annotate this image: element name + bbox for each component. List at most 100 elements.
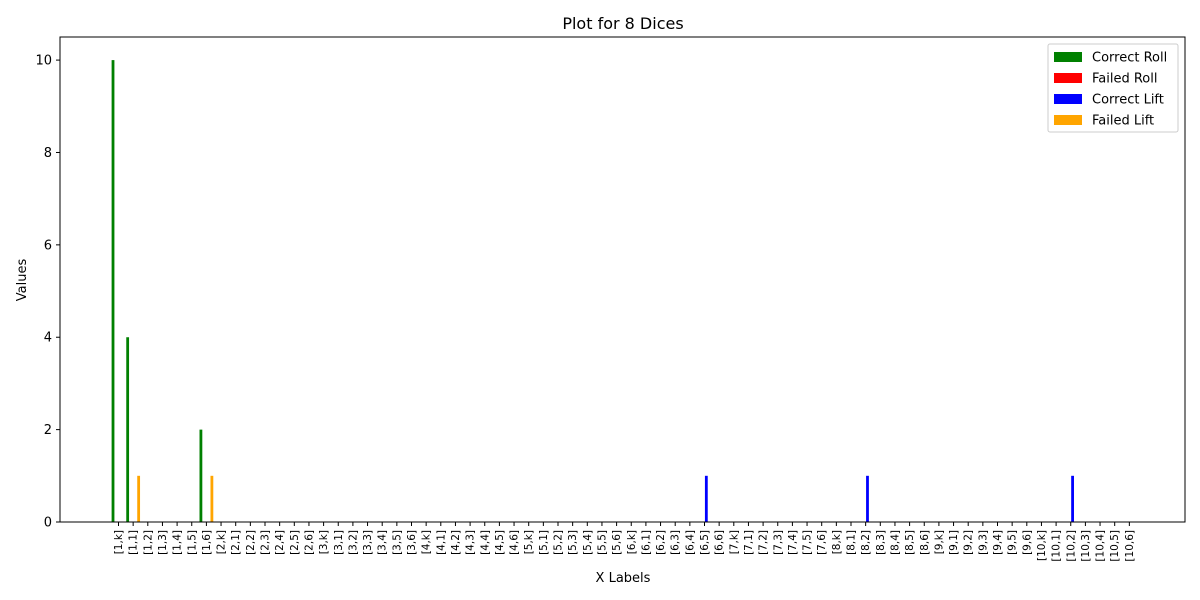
x-tick-label: [1,1] bbox=[128, 530, 140, 555]
x-tick-label: [8,k] bbox=[831, 530, 843, 554]
x-tick-label: [7,1] bbox=[743, 530, 755, 555]
x-tick-label: [10,k] bbox=[1036, 530, 1048, 561]
bar-correct-lift bbox=[866, 475, 869, 522]
x-axis-title: X Labels bbox=[596, 571, 651, 586]
x-tick-label: [8,1] bbox=[846, 530, 858, 555]
x-tick-label: [10,4] bbox=[1095, 530, 1107, 562]
x-tick-label: [4,2] bbox=[450, 530, 462, 555]
x-tick-label: [8,5] bbox=[904, 530, 916, 555]
x-tick-label: [3,3] bbox=[362, 530, 374, 555]
legend-swatch bbox=[1054, 115, 1082, 125]
y-tick-label: 8 bbox=[44, 146, 52, 161]
x-tick-label: [3,4] bbox=[377, 530, 389, 555]
legend-swatch bbox=[1054, 73, 1082, 83]
x-tick-label: [8,6] bbox=[919, 530, 931, 555]
x-tick-label: [6,2] bbox=[655, 530, 667, 555]
x-tick-label: [1,4] bbox=[172, 530, 184, 555]
x-tick-label: [7,4] bbox=[787, 530, 799, 555]
x-tick-label: [4,3] bbox=[465, 530, 477, 555]
plot-area: 0 2 4 6 8 10 [1,k] [1,1] [1,2] [1,3] [1,4] [1,5] [1,… bbox=[35, 54, 1135, 562]
y-tick-label: 6 bbox=[44, 238, 52, 253]
x-tick-label: [5,1] bbox=[538, 530, 550, 555]
x-tick-label: [4,5] bbox=[494, 530, 506, 555]
legend-label: Correct Roll bbox=[1092, 51, 1167, 66]
x-tick-label: [7,6] bbox=[816, 530, 828, 555]
legend-label: Correct Lift bbox=[1092, 93, 1164, 108]
x-tick-label: [1,2] bbox=[142, 530, 154, 555]
x-tick-label: [1,6] bbox=[201, 530, 213, 555]
legend-swatch bbox=[1054, 52, 1082, 62]
x-tick-label: [5,4] bbox=[582, 530, 594, 555]
chart-title: Plot for 8 Dices bbox=[562, 14, 683, 33]
legend-label: Failed Roll bbox=[1092, 72, 1157, 87]
bar-correct-lift bbox=[1071, 475, 1074, 522]
x-tick-label: [9,2] bbox=[963, 530, 975, 555]
bar-failed-lift bbox=[137, 475, 141, 522]
x-tick-label: [9,5] bbox=[1007, 530, 1019, 555]
x-tick-label: [6,4] bbox=[684, 530, 696, 555]
x-tick-label: [2,k] bbox=[216, 530, 228, 554]
x-tick-label: [5,5] bbox=[596, 530, 608, 555]
plot-frame bbox=[59, 36, 1186, 523]
x-tick-label: [5,2] bbox=[553, 530, 565, 555]
x-tick-label: [4,k] bbox=[421, 530, 433, 554]
x-tick-label: [6,5] bbox=[699, 530, 711, 555]
x-tick-label: [5,6] bbox=[611, 530, 623, 555]
x-tick-label: [2,5] bbox=[289, 530, 301, 555]
y-axis-title: Values bbox=[15, 259, 30, 302]
x-tick-label: [8,3] bbox=[875, 530, 887, 555]
x-tick-label: [6,1] bbox=[640, 530, 652, 555]
x-tick-label: [7,2] bbox=[758, 530, 770, 555]
x-tick-label: [1,3] bbox=[157, 530, 169, 555]
x-tick-label: [2,3] bbox=[260, 530, 272, 555]
x-tick-label: [10,3] bbox=[1080, 530, 1092, 562]
x-tick-label: [9,6] bbox=[1021, 530, 1033, 555]
x-tick-label: [8,4] bbox=[889, 530, 901, 555]
x-tick-label: [2,1] bbox=[230, 530, 242, 555]
x-tick-label: [1,5] bbox=[186, 530, 198, 555]
legend-swatch bbox=[1054, 94, 1082, 104]
x-tick-label: [9,3] bbox=[977, 530, 989, 555]
x-tick-label: [3,k] bbox=[318, 530, 330, 554]
x-tick-label: [1,k] bbox=[113, 530, 125, 554]
x-tick-label: [4,6] bbox=[509, 530, 521, 555]
x-tick-label: [3,2] bbox=[347, 530, 359, 555]
x-tick-label: [3,6] bbox=[406, 530, 418, 555]
x-tick-label: [10,2] bbox=[1065, 530, 1077, 562]
x-tick-label: [9,k] bbox=[933, 530, 945, 554]
x-tick-label: [4,1] bbox=[435, 530, 447, 555]
legend: Correct Roll Failed Roll Correct Lift Faile… bbox=[1047, 43, 1179, 133]
x-tick-label: [2,4] bbox=[274, 530, 286, 555]
bar-failed-lift bbox=[210, 475, 214, 522]
y-tick-label: 4 bbox=[44, 331, 52, 346]
x-tick-label: [2,2] bbox=[245, 530, 257, 555]
x-tick-label: [3,1] bbox=[333, 530, 345, 555]
x-tick-label: [9,4] bbox=[992, 530, 1004, 555]
x-tick-label: [8,2] bbox=[860, 530, 872, 555]
y-tick-label: 0 bbox=[44, 516, 52, 531]
bar-correct-roll bbox=[111, 60, 115, 522]
x-tick-label: [3,5] bbox=[391, 530, 403, 555]
legend-label: Failed Lift bbox=[1092, 114, 1154, 129]
x-tick-label: [10,5] bbox=[1109, 530, 1121, 562]
x-tick-label: [7,k] bbox=[728, 530, 740, 554]
x-tick-label: [6,3] bbox=[670, 530, 682, 555]
x-tick-label: [7,3] bbox=[772, 530, 784, 555]
y-tick-label: 10 bbox=[35, 54, 52, 69]
x-tick-label: [5,k] bbox=[523, 530, 535, 554]
x-tick-label: [9,1] bbox=[948, 530, 960, 555]
bar-correct-roll bbox=[126, 337, 130, 522]
bar-correct-roll bbox=[199, 429, 203, 522]
y-tick-label: 2 bbox=[44, 423, 52, 438]
x-tick-label: [4,4] bbox=[479, 530, 491, 555]
x-tick-label: [6,6] bbox=[714, 530, 726, 555]
x-tick-label: [2,6] bbox=[303, 530, 315, 555]
x-tick-label: [10,6] bbox=[1124, 530, 1136, 562]
legend-box bbox=[1047, 43, 1179, 133]
x-tick-label: [5,3] bbox=[567, 530, 579, 555]
x-tick-label: [7,5] bbox=[802, 530, 814, 555]
x-tick-label: [10,1] bbox=[1051, 530, 1063, 562]
x-tick-label: [6,k] bbox=[626, 530, 638, 554]
